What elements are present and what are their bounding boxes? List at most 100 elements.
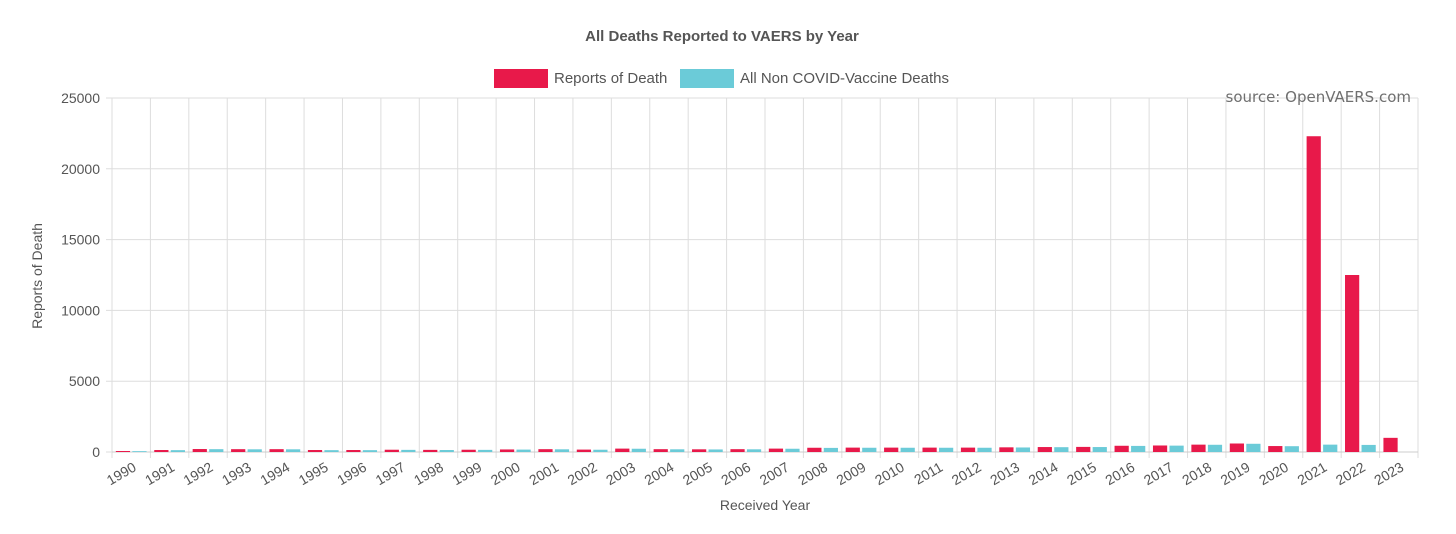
bar-non-covid-deaths-2019[interactable] bbox=[1246, 443, 1261, 452]
bar-reports-of-death-2007[interactable] bbox=[768, 448, 784, 452]
bar-non-covid-deaths-2020[interactable] bbox=[1284, 446, 1299, 452]
bar-reports-of-death-2001[interactable] bbox=[538, 449, 553, 452]
bar-non-covid-deaths-2008[interactable] bbox=[823, 447, 838, 452]
x-tick-label: 2009 bbox=[834, 459, 869, 489]
bar-reports-of-death-1996[interactable] bbox=[346, 450, 361, 452]
bar-reports-of-death-2015[interactable] bbox=[1076, 446, 1091, 452]
bar-reports-of-death-2010[interactable] bbox=[884, 447, 899, 452]
bar-reports-of-death-2011[interactable] bbox=[922, 447, 937, 452]
x-tick-label: 1999 bbox=[449, 459, 484, 489]
legend-label-reports-of-death[interactable]: Reports of Death bbox=[554, 70, 667, 87]
bar-non-covid-deaths-1993[interactable] bbox=[247, 449, 262, 452]
bar-non-covid-deaths-2011[interactable] bbox=[939, 447, 954, 452]
x-tick-label: 1998 bbox=[411, 459, 446, 489]
bar-non-covid-deaths-1995[interactable] bbox=[324, 450, 339, 452]
bar-reports-of-death-2005[interactable] bbox=[692, 449, 707, 452]
bar-reports-of-death-2004[interactable] bbox=[653, 449, 668, 452]
bar-non-covid-deaths-2017[interactable] bbox=[1169, 445, 1184, 452]
bar-reports-of-death-2013[interactable] bbox=[999, 447, 1014, 452]
bar-non-covid-deaths-1991[interactable] bbox=[170, 450, 185, 452]
bar-non-covid-deaths-1999[interactable] bbox=[478, 449, 493, 452]
x-tick-label: 2004 bbox=[641, 459, 676, 489]
x-tick-label: 1995 bbox=[296, 459, 331, 489]
bar-non-covid-deaths-2016[interactable] bbox=[1131, 445, 1146, 452]
bar-non-covid-deaths-1992[interactable] bbox=[209, 449, 224, 452]
bar-reports-of-death-1998[interactable] bbox=[423, 449, 438, 452]
legend-swatch-reports-of-death[interactable] bbox=[494, 69, 548, 88]
x-tick-label: 1992 bbox=[181, 459, 216, 489]
x-tick-label: 1991 bbox=[142, 459, 177, 489]
y-tick-label: 5000 bbox=[69, 373, 100, 389]
bar-non-covid-deaths-2010[interactable] bbox=[900, 447, 915, 452]
bar-reports-of-death-2023[interactable] bbox=[1383, 437, 1398, 452]
bar-non-covid-deaths-1997[interactable] bbox=[401, 449, 416, 452]
bar-non-covid-deaths-2000[interactable] bbox=[516, 449, 531, 452]
x-tick-label: 1997 bbox=[373, 459, 408, 489]
x-tick-label: 2022 bbox=[1333, 459, 1368, 489]
y-tick-label: 10000 bbox=[61, 302, 100, 318]
bar-reports-of-death-2012[interactable] bbox=[960, 447, 976, 452]
bar-non-covid-deaths-2022[interactable] bbox=[1361, 444, 1376, 452]
bar-non-covid-deaths-2005[interactable] bbox=[708, 449, 723, 452]
bar-reports-of-death-1993[interactable] bbox=[231, 449, 246, 452]
bar-reports-of-death-2014[interactable] bbox=[1037, 447, 1052, 452]
bar-non-covid-deaths-2001[interactable] bbox=[554, 449, 570, 452]
x-tick-label: 2013 bbox=[987, 459, 1022, 489]
x-tick-label: 2015 bbox=[1064, 459, 1099, 489]
bar-reports-of-death-2006[interactable] bbox=[730, 449, 745, 452]
bar-non-covid-deaths-2013[interactable] bbox=[1015, 447, 1031, 452]
x-tick-label: 2014 bbox=[1026, 459, 1061, 489]
x-tick-label: 1996 bbox=[334, 459, 369, 489]
x-tick-label: 2012 bbox=[949, 459, 984, 489]
bar-reports-of-death-2008[interactable] bbox=[807, 447, 822, 452]
bar-reports-of-death-2000[interactable] bbox=[499, 449, 515, 452]
bar-non-covid-deaths-2006[interactable] bbox=[746, 449, 762, 452]
x-tick-label: 2006 bbox=[718, 459, 753, 489]
bar-reports-of-death-1994[interactable] bbox=[269, 449, 284, 452]
bar-non-covid-deaths-2014[interactable] bbox=[1054, 447, 1069, 452]
x-tick-label: 2005 bbox=[680, 459, 715, 489]
bar-reports-of-death-1999[interactable] bbox=[461, 449, 476, 452]
bar-non-covid-deaths-1998[interactable] bbox=[439, 450, 454, 452]
bar-reports-of-death-1991[interactable] bbox=[154, 450, 169, 452]
bar-non-covid-deaths-2004[interactable] bbox=[670, 449, 685, 452]
bar-reports-of-death-1997[interactable] bbox=[384, 449, 399, 452]
legend-swatch-non-covid-deaths[interactable] bbox=[680, 69, 734, 88]
bar-non-covid-deaths-2021[interactable] bbox=[1323, 444, 1338, 452]
bar-reports-of-death-2016[interactable] bbox=[1114, 445, 1129, 452]
legend-label-non-covid-deaths[interactable]: All Non COVID-Vaccine Deaths bbox=[740, 70, 949, 87]
bar-reports-of-death-1992[interactable] bbox=[192, 449, 207, 452]
bar-non-covid-deaths-2015[interactable] bbox=[1092, 447, 1107, 452]
x-tick-label: 1993 bbox=[219, 459, 254, 489]
bar-reports-of-death-2003[interactable] bbox=[615, 448, 630, 452]
x-tick-label: 2002 bbox=[565, 459, 600, 489]
x-tick-label: 2019 bbox=[1218, 459, 1253, 489]
bar-reports-of-death-2022[interactable] bbox=[1345, 275, 1360, 452]
bar-non-covid-deaths-1994[interactable] bbox=[286, 449, 301, 452]
bar-non-covid-deaths-2007[interactable] bbox=[785, 448, 800, 452]
x-tick-label: 2023 bbox=[1371, 459, 1406, 489]
bar-reports-of-death-1995[interactable] bbox=[307, 450, 323, 452]
bar-reports-of-death-2002[interactable] bbox=[576, 449, 591, 452]
bar-reports-of-death-2021[interactable] bbox=[1306, 136, 1321, 452]
bar-reports-of-death-2018[interactable] bbox=[1191, 444, 1206, 452]
bar-reports-of-death-1990[interactable] bbox=[115, 451, 131, 452]
bar-non-covid-deaths-2002[interactable] bbox=[593, 449, 608, 452]
bar-reports-of-death-2017[interactable] bbox=[1152, 445, 1168, 452]
bar-non-covid-deaths-1990[interactable] bbox=[132, 451, 147, 452]
legend[interactable]: Reports of Death All Non COVID-Vaccine D… bbox=[494, 69, 949, 88]
y-axis-label: Reports of Death bbox=[29, 223, 45, 329]
bar-reports-of-death-2019[interactable] bbox=[1229, 443, 1244, 452]
bar-non-covid-deaths-2012[interactable] bbox=[977, 447, 992, 452]
x-tick-label: 2011 bbox=[911, 459, 945, 488]
bar-non-covid-deaths-2018[interactable] bbox=[1207, 444, 1223, 452]
bar-reports-of-death-2009[interactable] bbox=[845, 447, 860, 452]
y-tick-label: 0 bbox=[92, 444, 100, 460]
bar-reports-of-death-2020[interactable] bbox=[1268, 446, 1283, 452]
bar-non-covid-deaths-1996[interactable] bbox=[362, 450, 378, 452]
x-tick-label: 2008 bbox=[795, 459, 830, 489]
x-tick-label: 2021 bbox=[1294, 459, 1329, 489]
bar-non-covid-deaths-2009[interactable] bbox=[862, 447, 877, 452]
bar-non-covid-deaths-2003[interactable] bbox=[631, 448, 646, 452]
